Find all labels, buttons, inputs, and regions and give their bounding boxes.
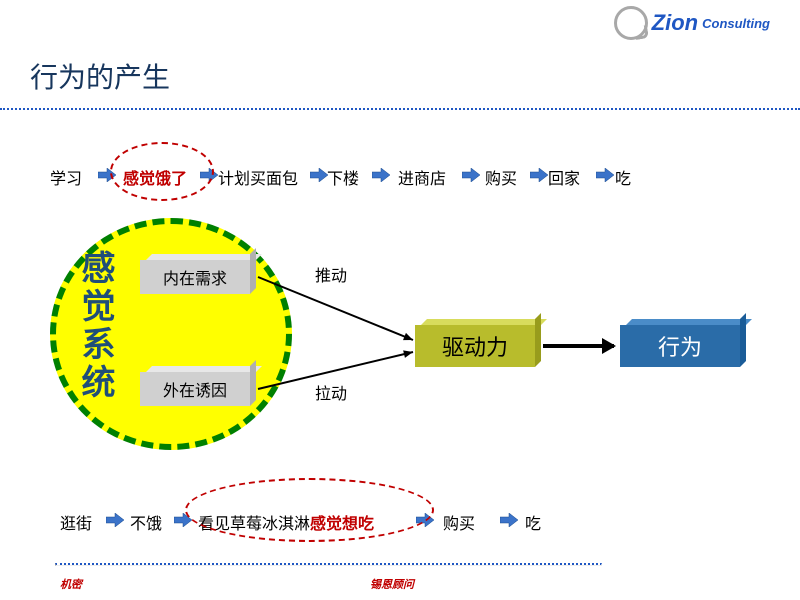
flow-bottom-step: 吃 <box>525 510 541 534</box>
footer-center: 锡恩顾问 <box>370 576 414 592</box>
flow-arrow-icon <box>500 513 518 532</box>
flow-arrow-icon <box>106 513 124 532</box>
footer-divider <box>55 563 602 566</box>
flow-bottom-step: 不饿 <box>130 510 162 534</box>
flow-bottom-step: 逛街 <box>60 510 92 534</box>
footer-left: 机密 <box>60 576 82 592</box>
flow-bottom-step: 购买 <box>443 510 475 534</box>
highlight-ellipse-bottom <box>185 478 434 542</box>
